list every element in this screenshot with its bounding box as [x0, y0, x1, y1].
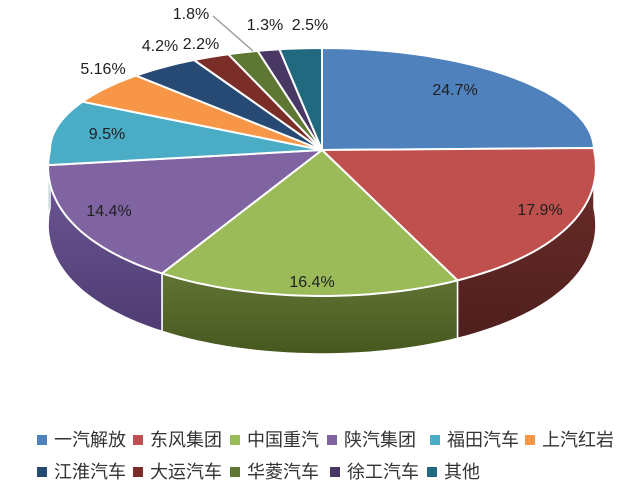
pie-chart: 24.7% 17.9% 16.4% 14.4% 9.5% 5.16% 4.2% 2.2% 1.8…	[47, 6, 597, 355]
legend-item-6: 江淮汽车	[37, 462, 126, 482]
legend-label-4: 福田汽车	[447, 430, 519, 450]
legend-label-7: 大运汽车	[150, 462, 222, 482]
data-label-0: 24.7%	[432, 82, 477, 99]
pie-slice-4	[47, 100, 323, 167]
data-label-1: 17.9%	[517, 202, 562, 219]
legend-label-8: 华菱汽车	[247, 462, 319, 482]
legend-item-9: 徐工汽车	[330, 462, 419, 482]
data-label-9: 1.3%	[247, 17, 283, 34]
pie-slice-5	[81, 74, 323, 151]
legend-label-0: 一汽解放	[54, 430, 126, 450]
data-label-3: 14.4%	[86, 203, 131, 220]
legend-marker-0	[37, 435, 47, 445]
legend-marker-9	[330, 467, 340, 477]
legend-item-0: 一汽解放	[37, 430, 126, 450]
pie-slice-3	[47, 149, 323, 275]
data-label-2: 16.4%	[289, 274, 334, 291]
legend-marker-2	[230, 435, 240, 445]
pie-slice-6	[134, 59, 323, 151]
legend-marker-1	[133, 435, 143, 445]
legend-marker-7	[133, 467, 143, 477]
pie-slice-1	[321, 147, 597, 282]
data-label-5: 5.16%	[80, 61, 125, 78]
data-label-7: 2.2%	[183, 36, 219, 53]
data-label-8: 1.8%	[173, 6, 209, 23]
legend-item-10: 其他	[427, 462, 480, 482]
pie-slice-0	[321, 47, 595, 151]
pie-slice-10	[278, 47, 323, 151]
legend-item-5: 上汽红岩	[525, 430, 614, 450]
leader-line	[212, 15, 254, 52]
legend-item-2: 中国重汽	[230, 430, 319, 450]
legend-item-1: 东风集团	[133, 430, 222, 450]
legend-marker-6	[37, 467, 47, 477]
legend-marker-8	[230, 467, 240, 477]
legend-item-3: 陕汽集团	[327, 430, 416, 450]
legend-label-3: 陕汽集团	[344, 430, 416, 450]
legend-marker-5	[525, 435, 535, 445]
legend-label-10: 其他	[444, 462, 480, 482]
pie-slice-2	[161, 149, 459, 297]
legend-label-2: 中国重汽	[247, 430, 319, 450]
legend-marker-3	[327, 435, 337, 445]
data-label-4: 9.5%	[89, 126, 125, 143]
legend-item-7: 大运汽车	[133, 462, 222, 482]
legend-label-5: 上汽红岩	[542, 430, 614, 450]
legend-marker-4	[430, 435, 440, 445]
legend-item-8: 华菱汽车	[230, 462, 319, 482]
legend-label-6: 江淮汽车	[54, 462, 126, 482]
legend-label-1: 东风集团	[150, 430, 222, 450]
data-label-10: 2.5%	[292, 17, 328, 34]
data-label-6: 4.2%	[142, 38, 178, 55]
legend-marker-10	[427, 467, 437, 477]
legend-label-9: 徐工汽车	[347, 462, 419, 482]
legend-item-4: 福田汽车	[430, 430, 519, 450]
